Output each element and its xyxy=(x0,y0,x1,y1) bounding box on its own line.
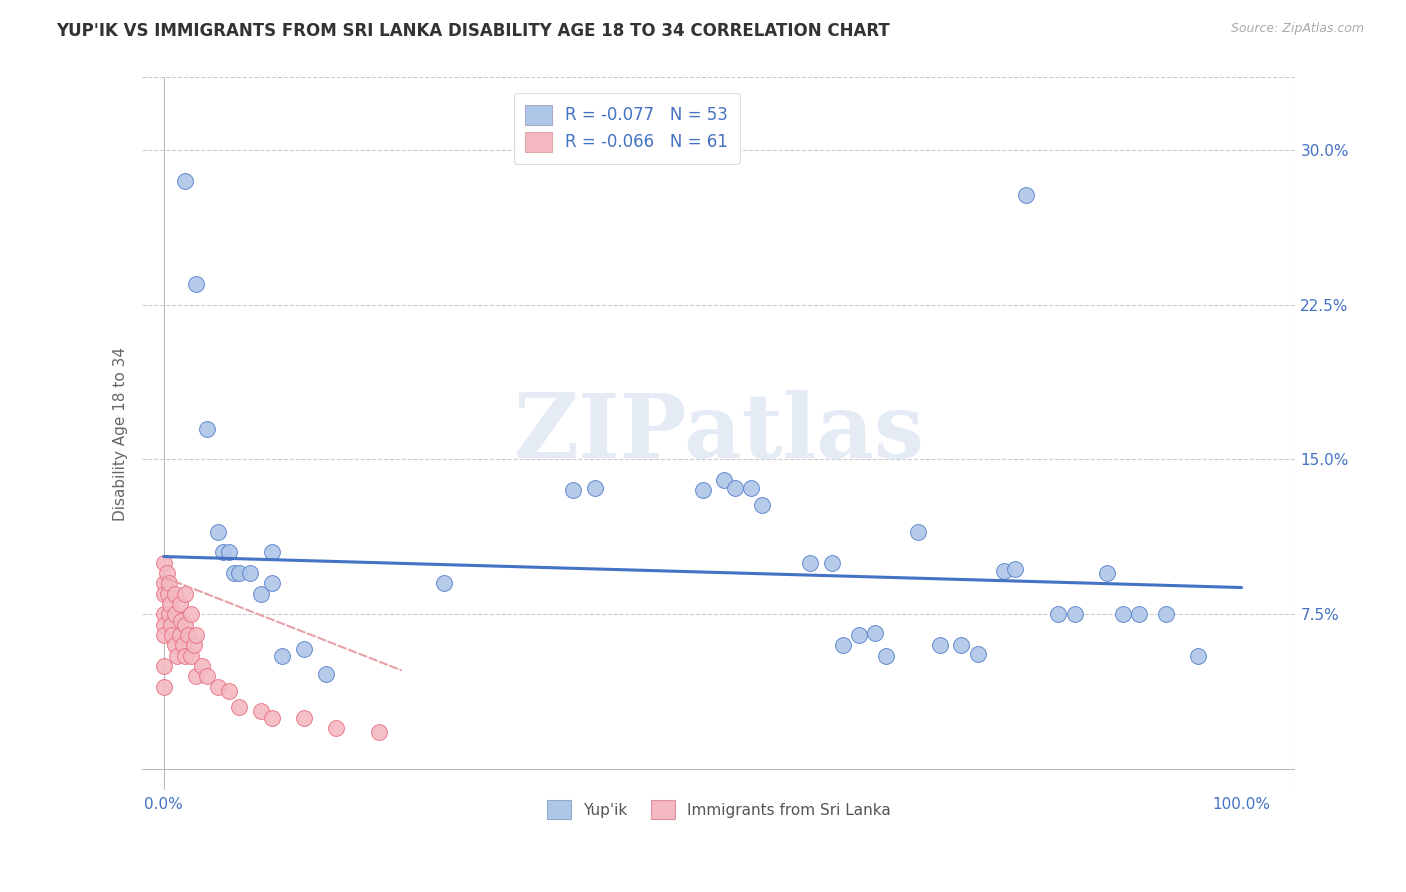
Point xyxy=(260,576,283,591)
Point xyxy=(186,628,208,642)
Point xyxy=(153,617,176,632)
Point xyxy=(583,482,606,496)
Legend: Yup'ik, Immigrants from Sri Lanka: Yup'ik, Immigrants from Sri Lanka xyxy=(541,794,897,825)
Point xyxy=(186,669,208,683)
Point xyxy=(848,628,870,642)
Point xyxy=(433,576,456,591)
Point xyxy=(831,638,853,652)
Point xyxy=(160,617,183,632)
Point xyxy=(1154,607,1177,622)
Point xyxy=(1128,607,1150,622)
Point xyxy=(207,680,229,694)
Point xyxy=(163,587,186,601)
Point xyxy=(166,648,188,663)
Point xyxy=(153,576,176,591)
Text: YUP'IK VS IMMIGRANTS FROM SRI LANKA DISABILITY AGE 18 TO 34 CORRELATION CHART: YUP'IK VS IMMIGRANTS FROM SRI LANKA DISA… xyxy=(56,22,890,40)
Point xyxy=(157,587,180,601)
Point xyxy=(928,638,950,652)
Point xyxy=(993,564,1015,578)
Point xyxy=(162,628,184,642)
Point xyxy=(174,617,197,632)
Point xyxy=(692,483,714,498)
Y-axis label: Disability Age 18 to 34: Disability Age 18 to 34 xyxy=(114,347,128,521)
Point xyxy=(153,628,176,642)
Point xyxy=(153,587,176,601)
Point xyxy=(174,174,197,188)
Point xyxy=(153,659,176,673)
Point xyxy=(163,607,186,622)
Point xyxy=(228,700,250,714)
Point xyxy=(799,556,821,570)
Point xyxy=(1047,607,1070,622)
Text: Source: ZipAtlas.com: Source: ZipAtlas.com xyxy=(1230,22,1364,36)
Point xyxy=(176,628,198,642)
Point xyxy=(195,669,218,683)
Point xyxy=(740,482,762,496)
Point xyxy=(212,545,235,559)
Point xyxy=(153,607,176,622)
Point xyxy=(1063,607,1085,622)
Point xyxy=(1004,562,1026,576)
Point xyxy=(169,628,191,642)
Point xyxy=(195,421,218,435)
Point xyxy=(821,556,844,570)
Point xyxy=(218,545,240,559)
Point xyxy=(157,576,180,591)
Point xyxy=(163,638,186,652)
Point xyxy=(1095,566,1118,580)
Point xyxy=(183,638,205,652)
Point xyxy=(174,587,197,601)
Point xyxy=(172,638,194,652)
Point xyxy=(169,597,191,611)
Point xyxy=(271,648,294,663)
Point xyxy=(180,648,202,663)
Point xyxy=(1015,188,1038,202)
Point xyxy=(292,711,315,725)
Point xyxy=(159,597,181,611)
Point xyxy=(222,566,245,580)
Point xyxy=(875,648,897,663)
Point xyxy=(713,473,735,487)
Point xyxy=(368,725,391,739)
Point xyxy=(239,566,262,580)
Point xyxy=(180,607,202,622)
Point xyxy=(190,659,212,673)
Point xyxy=(228,566,250,580)
Point xyxy=(207,524,229,539)
Point xyxy=(218,683,240,698)
Point xyxy=(260,545,283,559)
Point xyxy=(1187,648,1209,663)
Point xyxy=(315,667,337,681)
Point xyxy=(1112,607,1135,622)
Point xyxy=(186,277,208,291)
Point xyxy=(156,566,179,580)
Point xyxy=(292,642,315,657)
Point xyxy=(260,711,283,725)
Text: ZIPatlas: ZIPatlas xyxy=(513,390,924,477)
Point xyxy=(153,680,176,694)
Point xyxy=(170,614,193,628)
Point xyxy=(174,648,197,663)
Point xyxy=(724,482,747,496)
Point xyxy=(907,524,929,539)
Point xyxy=(751,498,773,512)
Point xyxy=(966,647,988,661)
Point xyxy=(325,721,347,735)
Point xyxy=(562,483,585,498)
Point xyxy=(863,626,886,640)
Point xyxy=(250,705,273,719)
Point xyxy=(950,638,973,652)
Point xyxy=(157,607,180,622)
Point xyxy=(250,587,273,601)
Point xyxy=(153,556,176,570)
